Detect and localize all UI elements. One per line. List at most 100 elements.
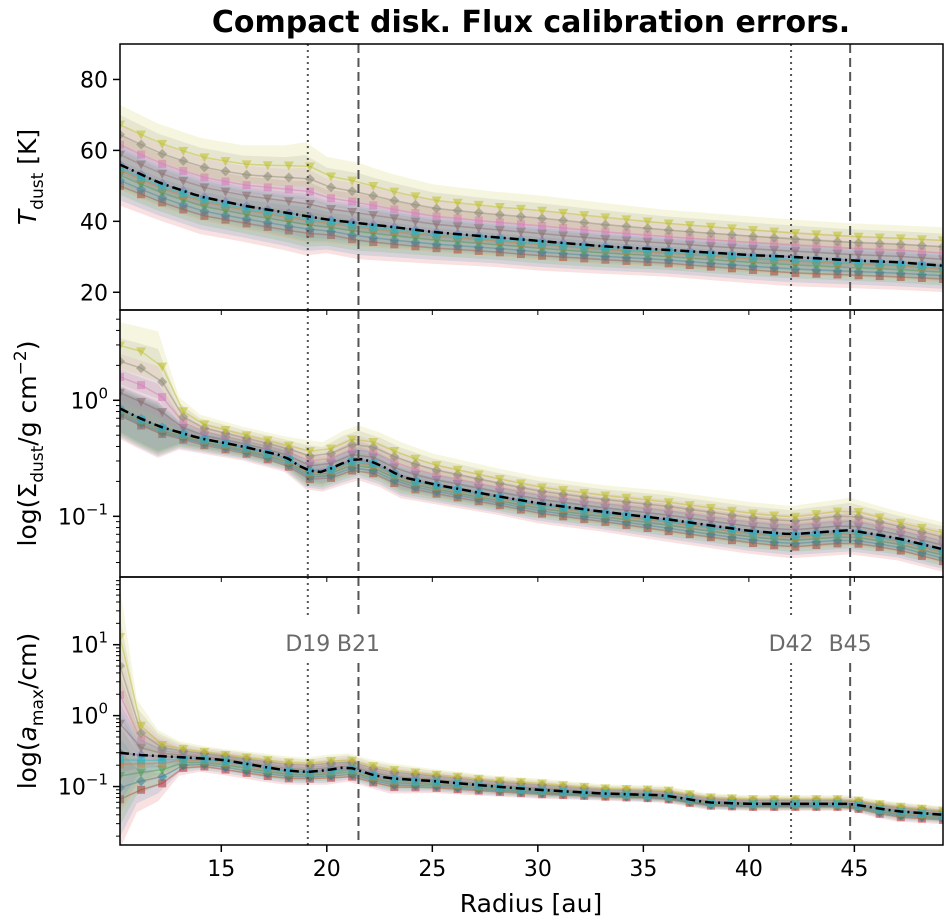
ensemble-series — [120, 129, 943, 252]
data-point — [137, 756, 146, 765]
data-point — [663, 786, 674, 796]
data-point — [326, 444, 337, 454]
data-point — [326, 172, 337, 182]
ensemble-band — [120, 155, 943, 286]
panel-3-plot-area — [120, 587, 943, 845]
data-point — [643, 791, 652, 800]
data-point — [241, 431, 252, 441]
data-point — [726, 229, 737, 240]
data-point — [643, 246, 652, 255]
ensemble-line — [120, 409, 943, 553]
data-point — [537, 213, 548, 224]
data-point — [179, 189, 188, 198]
ensemble-series — [120, 341, 943, 538]
data-point — [579, 217, 590, 228]
y-tick-label: 80 — [80, 68, 108, 93]
ensemble-band — [120, 750, 943, 845]
data-point — [262, 171, 273, 182]
data-point — [705, 222, 716, 232]
data-point — [241, 753, 252, 763]
data-point — [684, 226, 695, 237]
data-point — [537, 206, 548, 216]
data-point — [474, 234, 483, 243]
data-point — [241, 191, 252, 201]
data-point — [305, 215, 314, 224]
data-point — [916, 240, 927, 251]
data-point — [727, 237, 736, 246]
data-point — [120, 690, 124, 699]
ensemble-band — [120, 134, 943, 273]
data-point — [790, 247, 801, 257]
data-point — [642, 217, 653, 227]
data-point — [431, 220, 442, 230]
data-point — [473, 200, 484, 210]
data-point — [684, 501, 695, 511]
data-point — [748, 795, 759, 805]
ensemble-band — [120, 160, 943, 289]
data-point — [473, 470, 484, 480]
data-point — [622, 245, 631, 254]
data-point — [874, 800, 885, 810]
data-point — [474, 216, 483, 225]
data-point — [811, 248, 822, 258]
data-point — [580, 788, 589, 797]
data-point — [874, 513, 885, 523]
data-point — [431, 461, 442, 471]
ensemble-band — [120, 114, 943, 260]
ensemble-series — [120, 140, 943, 258]
data-point — [410, 192, 421, 202]
data-point — [769, 227, 780, 237]
panel-frame — [119, 576, 944, 846]
data-point — [854, 244, 863, 253]
data-point — [136, 721, 147, 731]
data-point — [663, 498, 674, 508]
data-point — [790, 229, 801, 239]
ensemble-line — [120, 124, 943, 242]
data-point — [432, 778, 441, 787]
data-point — [158, 779, 167, 788]
data-point — [769, 795, 780, 805]
y-axis-label-3: log(amax/cm) — [13, 633, 48, 790]
data-point — [410, 454, 421, 464]
data-point — [369, 460, 378, 469]
data-point — [220, 166, 231, 177]
data-point — [120, 140, 124, 149]
data-point — [791, 531, 800, 540]
data-point — [389, 195, 400, 206]
ensemble-line — [120, 185, 943, 280]
data-point — [327, 194, 336, 203]
data-point — [684, 790, 695, 800]
data-point — [684, 221, 695, 231]
data-point — [157, 362, 168, 372]
data-point — [157, 139, 168, 149]
data-point — [515, 227, 526, 237]
data-point — [136, 743, 147, 753]
data-point — [262, 756, 273, 766]
data-point — [368, 190, 379, 201]
data-point — [157, 376, 168, 387]
data-point — [326, 205, 337, 215]
panel-1-plot-area — [120, 105, 943, 293]
data-point — [157, 408, 168, 418]
data-point — [178, 744, 189, 754]
data-point — [199, 162, 210, 173]
data-point — [120, 341, 125, 351]
data-point — [120, 356, 125, 367]
data-point — [137, 173, 146, 182]
ensemble-line — [120, 179, 943, 277]
data-point — [600, 219, 611, 230]
data-point — [579, 782, 590, 792]
data-point — [642, 237, 653, 247]
data-point — [120, 755, 124, 764]
data-point — [410, 199, 421, 210]
data-point — [559, 787, 568, 796]
data-point — [749, 253, 758, 262]
ensemble-band — [120, 124, 943, 267]
data-point — [939, 537, 943, 546]
data-point — [453, 486, 462, 495]
data-point — [916, 253, 927, 263]
ensemble-band — [120, 322, 943, 544]
data-point — [749, 528, 758, 537]
data-point — [896, 246, 905, 255]
data-point — [684, 240, 695, 250]
